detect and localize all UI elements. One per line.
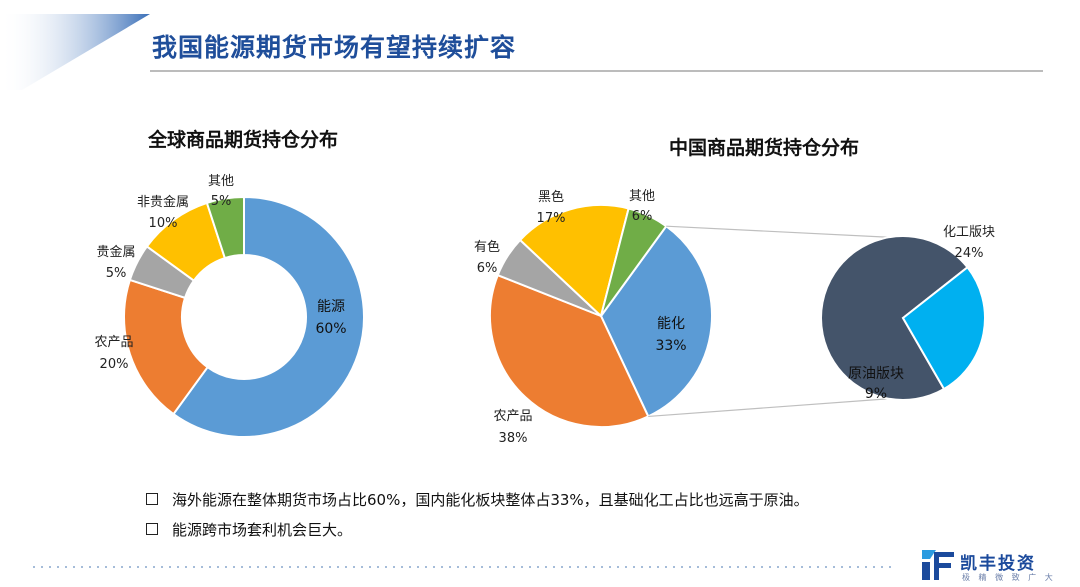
- pie-of-pie-connectors: [648, 225, 889, 418]
- global-label-other: 其他 5%: [208, 174, 234, 209]
- chart-labels: 能源 60% 农产品 20% 贵金属 5% 非贵金属 10% 其他 5% 能化 …: [94, 174, 995, 446]
- bullet-item-2: 能源跨市场套利机会巨大。: [146, 514, 809, 544]
- svg-text:38%: 38%: [499, 431, 528, 446]
- svg-text:能源: 能源: [317, 299, 345, 315]
- logo-mark-icon: [922, 550, 954, 580]
- global-slice-1: [172, 195, 365, 438]
- svg-text:能化: 能化: [657, 316, 685, 332]
- svg-text:贵金属: 贵金属: [96, 244, 135, 260]
- china-slice-5: [600, 207, 668, 317]
- china-pie-chart: [489, 204, 713, 428]
- breakdown-slice-2: [901, 265, 986, 391]
- china-slice-2: [489, 273, 650, 428]
- svg-text:6%: 6%: [477, 261, 498, 276]
- svg-text:农产品: 农产品: [493, 409, 532, 424]
- global-chart-title: 全球商品期货持仓分布: [147, 128, 338, 151]
- china-slice-4: [518, 204, 630, 318]
- sub-label-chemical: 化工版块 24%: [943, 225, 995, 261]
- global-slice-2: [123, 278, 209, 416]
- global-label-precious: 贵金属 5%: [96, 244, 135, 281]
- svg-text:黑色: 黑色: [538, 189, 564, 205]
- global-label-energy: 能源 60%: [315, 299, 346, 337]
- slide-title: 我国能源期货市场有望持续扩容: [152, 33, 517, 62]
- charts-canvas: 全球商品期货持仓分布 中国商品期货持仓分布 能源 60% 农产品 20% 贵金属…: [94, 128, 995, 446]
- china-breakdown-pie: [820, 235, 986, 401]
- svg-text:33%: 33%: [655, 338, 686, 354]
- china-label-agri: 农产品 38%: [493, 409, 532, 446]
- svg-text:10%: 10%: [149, 216, 178, 231]
- svg-text:5%: 5%: [106, 266, 127, 281]
- global-label-agri: 农产品 20%: [94, 335, 133, 372]
- svg-text:原油版块: 原油版块: [848, 366, 904, 382]
- company-logo: 凯丰投资 极 精 微 致 广 大: [920, 548, 1070, 584]
- china-chart-title: 中国商品期货持仓分布: [669, 136, 859, 159]
- bullet-list: 海外能源在整体期货市场占比60%，国内能化板块整体占33%，且基础化工占比也远高…: [146, 484, 809, 544]
- svg-text:60%: 60%: [315, 321, 346, 337]
- corner-decoration: [0, 14, 150, 90]
- bullet-text: 海外能源在整体期货市场占比60%，国内能化板块整体占33%，且基础化工占比也远高…: [172, 490, 809, 509]
- china-label-ferrous: 黑色 17%: [537, 189, 566, 226]
- svg-text:9%: 9%: [865, 386, 887, 402]
- china-label-other: 其他 6%: [629, 189, 655, 224]
- footer-dotted-line: [30, 566, 892, 568]
- china-slice-1: [599, 224, 713, 418]
- svg-text:化工版块: 化工版块: [943, 225, 995, 240]
- title-divider: [150, 70, 1043, 72]
- svg-text:其他: 其他: [629, 189, 655, 204]
- sub-label-crude: 原油版块 9%: [848, 366, 904, 402]
- global-label-nonprecious: 非贵金属 10%: [137, 194, 189, 231]
- svg-text:5%: 5%: [211, 194, 232, 209]
- china-label-nonferrous: 有色 6%: [474, 239, 500, 276]
- svg-text:有色: 有色: [474, 239, 500, 255]
- svg-text:20%: 20%: [100, 357, 129, 372]
- svg-text:24%: 24%: [955, 246, 984, 261]
- svg-text:其他: 其他: [208, 174, 234, 189]
- china-label-energy-chem: 能化 33%: [655, 316, 686, 354]
- svg-text:17%: 17%: [537, 211, 566, 226]
- svg-text:农产品: 农产品: [94, 335, 133, 350]
- svg-text:6%: 6%: [632, 209, 653, 224]
- breakdown-slice-1: [820, 235, 969, 401]
- global-slice-5: [205, 195, 245, 260]
- logo-company-name: 凯丰投资: [960, 554, 1036, 574]
- bullet-square-icon: [146, 493, 158, 505]
- connector-line-1: [666, 225, 889, 238]
- bullet-item-1: 海外能源在整体期货市场占比60%，国内能化板块整体占33%，且基础化工占比也远高…: [146, 484, 809, 514]
- connector-line-2: [648, 398, 889, 418]
- logo-slogan: 极 精 微 致 广 大: [962, 573, 1056, 582]
- bullet-square-icon: [146, 523, 158, 535]
- global-donut-chart: [123, 195, 365, 438]
- bullet-text: 能源跨市场套利机会巨大。: [172, 520, 353, 539]
- svg-text:非贵金属: 非贵金属: [137, 194, 189, 210]
